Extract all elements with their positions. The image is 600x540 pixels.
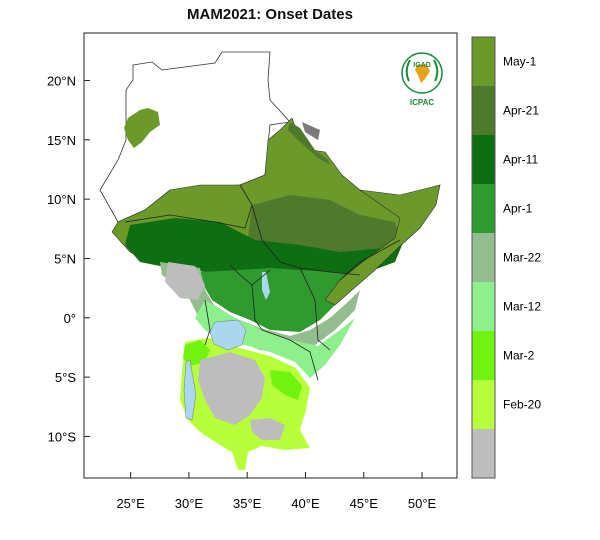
logo-laurel-right — [433, 59, 439, 82]
lat-tick-label: 5°N — [54, 251, 76, 266]
legend-swatch — [472, 37, 495, 86]
arabian-fragment — [302, 122, 320, 140]
legend-swatch — [472, 380, 495, 429]
legend-swatch — [472, 233, 495, 282]
legend-label: Mar-22 — [503, 251, 541, 265]
legend-label: Mar-12 — [503, 300, 541, 314]
lat-tick-label: 5°S — [55, 370, 76, 385]
latitude-axis: 20°N 15°N 10°N 5°N 0° 5°S 10°S — [47, 73, 90, 444]
lon-tick-label: 25°E — [116, 496, 145, 511]
region-mar-12 — [195, 300, 355, 378]
longitude-axis: 25°E 30°E 35°E 40°E 45°E 50°E — [116, 472, 437, 511]
logo-africa-icon — [415, 64, 430, 83]
lat-tick-label: 10°S — [48, 429, 77, 444]
legend-swatch — [472, 331, 495, 380]
region-no-onset-south — [250, 418, 285, 440]
lat-tick-label: 0° — [64, 311, 76, 326]
map-land — [99, 51, 441, 470]
region-apr-1 — [200, 268, 360, 332]
logo-bottom-text: ICPAC — [410, 98, 435, 107]
lake-tanganyika — [183, 359, 197, 421]
legend-swatch — [472, 429, 495, 478]
legend-swatch — [472, 86, 495, 135]
legend-swatch — [472, 184, 495, 233]
region-no-onset — [198, 352, 265, 425]
lake-turkana — [262, 272, 270, 300]
legend-label: Feb-20 — [503, 398, 541, 412]
lat-tick-label: 20°N — [47, 73, 76, 88]
somalia-region — [324, 184, 441, 306]
region-mar-2-east — [270, 370, 302, 400]
legend-swatch — [472, 135, 495, 184]
lon-tick-label: 40°E — [291, 496, 320, 511]
lon-tick-label: 35°E — [233, 496, 262, 511]
legend-border — [471, 36, 496, 479]
igad-icpac-logo: IGAD ICPAC — [401, 52, 443, 107]
lat-tick-label: 10°N — [47, 192, 76, 207]
legend-label: Apr-1 — [503, 202, 533, 216]
logo-top-text: IGAD — [413, 62, 431, 69]
lat-tick-label: 15°N — [47, 133, 76, 148]
legend-label: Apr-21 — [503, 104, 539, 118]
lon-tick-label: 50°E — [408, 496, 437, 511]
legend-label: Mar-2 — [503, 349, 535, 363]
onset-legend: May-1 Apr-21 Apr-11 Apr-1 Mar-22 Mar-12 Mar-2 F… — [471, 36, 541, 479]
region-no-onset-west — [165, 262, 205, 300]
lake-victoria — [209, 319, 247, 351]
darfur-patch — [124, 108, 160, 148]
map-frame — [83, 32, 458, 479]
lon-tick-label: 30°E — [175, 496, 204, 511]
logo-laurel-left — [405, 59, 411, 82]
map-title: MAM2021: Onset Dates — [187, 6, 353, 23]
country-borders — [124, 184, 401, 381]
lon-tick-label: 45°E — [350, 496, 379, 511]
eritrea-coast — [288, 122, 330, 165]
legend-label: Apr-11 — [503, 153, 538, 167]
legend-swatch — [472, 282, 495, 331]
legend-label: May-1 — [503, 55, 537, 69]
